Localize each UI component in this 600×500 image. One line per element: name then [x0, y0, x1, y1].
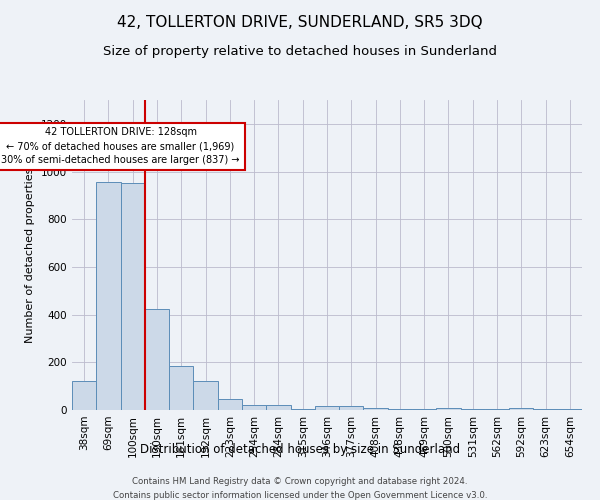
Text: Contains public sector information licensed under the Open Government Licence v3: Contains public sector information licen… — [113, 491, 487, 500]
Text: Distribution of detached houses by size in Sunderland: Distribution of detached houses by size … — [140, 442, 460, 456]
Bar — [290, 409, 315, 410]
Bar — [558, 409, 582, 410]
Text: 42, TOLLERTON DRIVE, SUNDERLAND, SR5 3DQ: 42, TOLLERTON DRIVE, SUNDERLAND, SR5 3DQ — [117, 15, 483, 30]
Bar — [509, 408, 533, 410]
Bar — [218, 400, 242, 410]
Bar — [388, 409, 412, 410]
Bar — [72, 382, 96, 410]
Bar — [315, 406, 339, 410]
Bar — [436, 408, 461, 410]
Text: Contains HM Land Registry data © Crown copyright and database right 2024.: Contains HM Land Registry data © Crown c… — [132, 478, 468, 486]
Bar — [461, 409, 485, 410]
Bar — [339, 406, 364, 410]
Bar — [121, 184, 145, 410]
Bar — [169, 366, 193, 410]
Bar — [193, 382, 218, 410]
Bar — [533, 409, 558, 410]
Bar — [145, 308, 169, 410]
Text: Size of property relative to detached houses in Sunderland: Size of property relative to detached ho… — [103, 45, 497, 58]
Bar — [242, 405, 266, 410]
Y-axis label: Number of detached properties: Number of detached properties — [25, 168, 35, 342]
Bar — [364, 408, 388, 410]
Bar — [412, 409, 436, 410]
Bar — [96, 182, 121, 410]
Text: 42 TOLLERTON DRIVE: 128sqm
← 70% of detached houses are smaller (1,969)
30% of s: 42 TOLLERTON DRIVE: 128sqm ← 70% of deta… — [1, 128, 240, 166]
Bar — [266, 405, 290, 410]
Bar — [485, 409, 509, 410]
